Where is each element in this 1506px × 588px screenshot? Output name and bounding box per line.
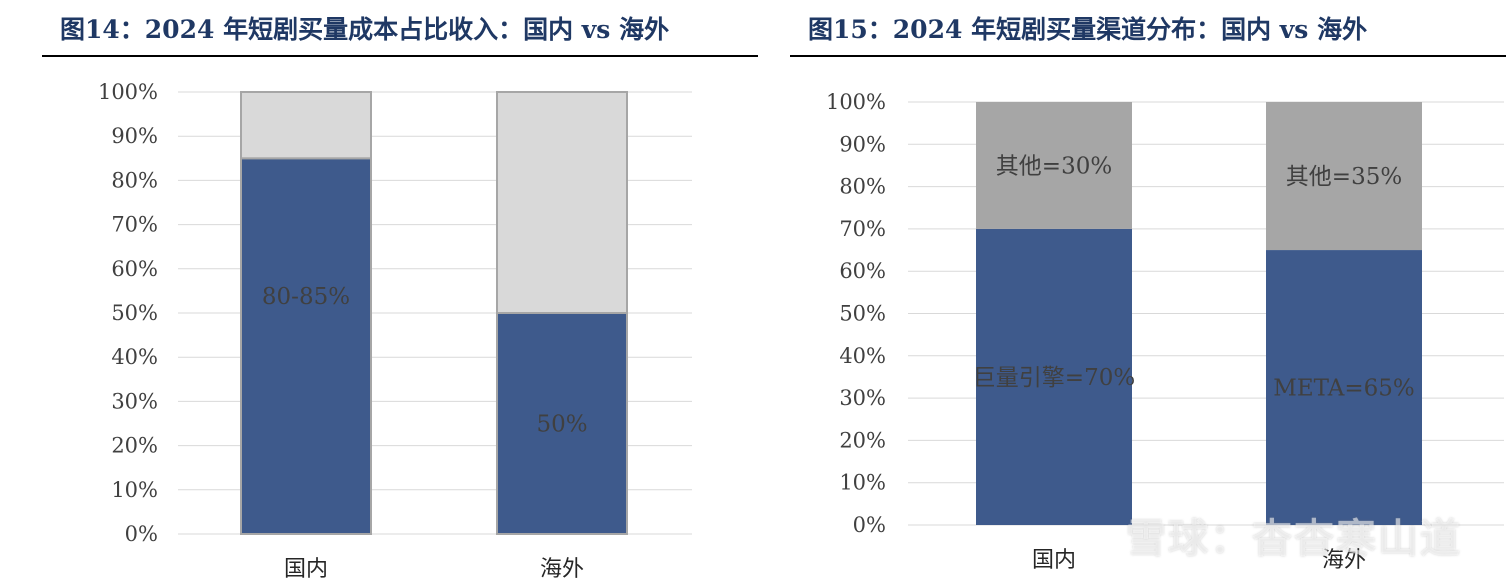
watermark: 雪球：杳杳寒山道 bbox=[1126, 516, 1462, 562]
figure-14-panel: 图14：2024 年短剧买量成本占比收入：国内 vs 海外 0% 10% 20% 30… bbox=[42, 15, 758, 582]
x-category-label: 国内 bbox=[284, 557, 328, 582]
data-label: 50% bbox=[536, 412, 587, 438]
figure-14-title-rule bbox=[42, 55, 758, 57]
y-tick-label: 0% bbox=[125, 522, 158, 546]
y-tick-label: 50% bbox=[111, 301, 158, 325]
data-label: 巨量引擎=70% bbox=[973, 365, 1135, 391]
figure-15-title: 图15：2024 年短剧买量渠道分布：国内 vs 海外 bbox=[808, 15, 1368, 44]
bar-segment bbox=[240, 91, 372, 160]
y-tick-label: 100% bbox=[98, 80, 158, 104]
figure-15-chart: 0% 10% 20% 30% 40% 50% 60% 70% 80% 90% 100% 巨量引擎=70… bbox=[826, 90, 1504, 573]
y-tick-label: 70% bbox=[111, 213, 158, 237]
x-category-label: 海外 bbox=[540, 557, 584, 582]
y-tick-label: 80% bbox=[111, 168, 158, 192]
y-tick-label: 30% bbox=[839, 386, 886, 410]
y-tick-label: 20% bbox=[839, 428, 886, 452]
bar-segment bbox=[1266, 250, 1422, 526]
y-tick-label: 50% bbox=[839, 302, 886, 326]
y-tick-label: 10% bbox=[111, 478, 158, 502]
y-tick-label: 70% bbox=[839, 217, 886, 241]
data-label: 其他=35% bbox=[1286, 164, 1402, 190]
figure-15-title-rule bbox=[790, 55, 1506, 57]
bar-segment bbox=[1266, 102, 1422, 251]
figure-14-chart: 0% 10% 20% 30% 40% 50% 60% 70% 80% 90% 100% 80-85% 国… bbox=[98, 80, 692, 582]
y-tick-label: 90% bbox=[839, 132, 886, 156]
data-label: META=65% bbox=[1273, 376, 1414, 402]
bar-segment bbox=[976, 102, 1132, 229]
bar-segment bbox=[240, 157, 372, 536]
y-tick-label: 20% bbox=[111, 434, 158, 458]
y-tick-label: 90% bbox=[111, 124, 158, 148]
bar-segment bbox=[496, 91, 628, 314]
y-tick-label: 10% bbox=[839, 471, 886, 495]
y-tick-label: 60% bbox=[839, 259, 886, 283]
y-tick-label: 60% bbox=[111, 257, 158, 281]
y-tick-label: 0% bbox=[853, 513, 886, 537]
figure-15-panel: 图15：2024 年短剧买量渠道分布：国内 vs 海外 0% 10% 20% 30% 4… bbox=[790, 0, 1506, 588]
bar-segment bbox=[496, 312, 628, 535]
y-tick-label: 40% bbox=[839, 344, 886, 368]
bar-segment bbox=[976, 228, 1132, 525]
figure-14-title: 图14：2024 年短剧买量成本占比收入：国内 vs 海外 bbox=[60, 15, 670, 44]
x-category-label: 海外 bbox=[1322, 548, 1366, 573]
y-tick-label: 100% bbox=[826, 90, 886, 114]
data-label: 80-85% bbox=[262, 284, 350, 310]
y-tick-label: 30% bbox=[111, 389, 158, 413]
x-category-label: 国内 bbox=[1032, 548, 1076, 573]
data-label: 其他=30% bbox=[996, 153, 1112, 179]
y-tick-label: 80% bbox=[839, 175, 886, 199]
y-tick-label: 40% bbox=[111, 345, 158, 369]
